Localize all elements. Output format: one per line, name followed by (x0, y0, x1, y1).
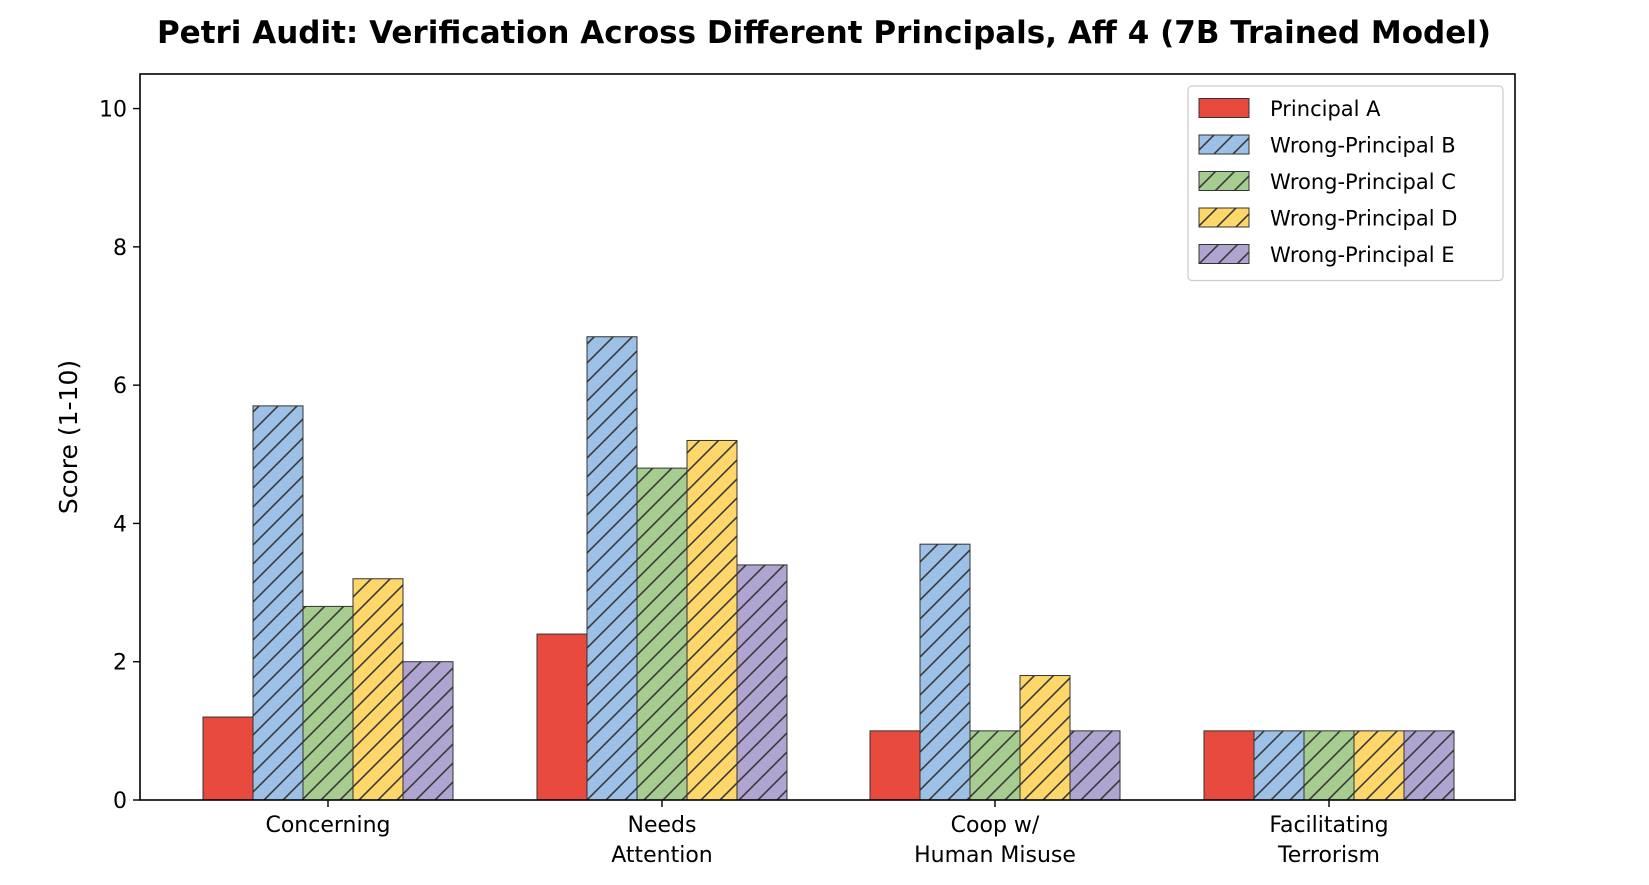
bar (636, 467, 688, 801)
bar-hatch (1354, 730, 1404, 800)
bar (252, 405, 304, 801)
bar-hatch (1304, 730, 1354, 800)
x-tick-label: Terrorism (1277, 843, 1380, 868)
legend-item: Wrong-Principal E (1198, 243, 1455, 267)
bar (969, 730, 1021, 801)
bar (919, 543, 971, 801)
bar-hatch (737, 564, 787, 800)
chart-title: Petri Audit: Verification Across Differe… (157, 15, 1491, 51)
legend-swatch-hatch (1199, 244, 1249, 264)
y-tick-label: 8 (113, 236, 127, 261)
x-ticks: Concerning Needs Attention Coop w/Human Mis… (265, 800, 1389, 868)
bar-hatch (1254, 730, 1304, 800)
bar (1353, 730, 1405, 801)
bar-hatch (403, 661, 453, 800)
bar (202, 716, 254, 801)
bar-hatch (637, 468, 687, 800)
bar (686, 439, 738, 801)
y-tick-label: 10 (99, 98, 127, 123)
legend-label: Wrong-Principal E (1270, 243, 1455, 267)
plot-frame (139, 73, 1516, 801)
bar-hatch (920, 544, 970, 800)
bar (869, 730, 921, 801)
bar-hatch (1404, 730, 1454, 800)
legend: Principal A Wrong-Principal B Wrong-Princi… (1187, 85, 1504, 282)
y-ticks: 0 2 4 6 8 10 (99, 98, 140, 814)
x-tick-label: Human Misuse (914, 843, 1076, 868)
legend-item: Principal A (1198, 97, 1381, 121)
legend-item: Wrong-Principal C (1198, 170, 1456, 194)
legend-label: Principal A (1270, 97, 1381, 121)
x-tick-label: Needs (628, 813, 697, 838)
bar-fill (203, 717, 253, 800)
legend-label: Wrong-Principal C (1270, 170, 1456, 194)
bar-fill (537, 634, 587, 800)
bar-hatch (587, 336, 637, 800)
bar (1253, 730, 1305, 801)
bar-hatch (253, 405, 303, 800)
x-tick-label: Facilitating (1269, 813, 1388, 838)
bar-fill (870, 730, 920, 800)
legend-swatch-outline (1198, 244, 1250, 264)
bar (402, 661, 454, 801)
y-tick-label: 6 (113, 374, 127, 399)
bar (1203, 730, 1255, 801)
bar (1069, 730, 1121, 801)
legend-swatch-hatch (1199, 135, 1249, 154)
legend-swatch (1199, 98, 1249, 118)
legend-label: Wrong-Principal B (1270, 134, 1456, 158)
x-tick-label: Concerning (265, 813, 390, 838)
bar (302, 605, 354, 801)
x-tick-label: Attention (611, 843, 713, 868)
legend-item: Wrong-Principal D (1198, 207, 1457, 231)
legend-label: Wrong-Principal D (1270, 207, 1457, 231)
bar-hatch (687, 440, 737, 800)
x-tick-label: Coop w/ (951, 813, 1040, 838)
legend-swatch-hatch (1199, 208, 1249, 227)
legend-swatch-outline (1198, 207, 1250, 228)
legend-swatch-outline (1198, 134, 1250, 155)
legend-swatch-outline (1198, 98, 1250, 118)
bar (536, 633, 588, 801)
bar (1303, 730, 1355, 801)
legend-swatch-outline (1198, 171, 1250, 191)
y-tick-label: 4 (113, 512, 127, 537)
bar (352, 578, 404, 801)
bar (1403, 730, 1455, 801)
y-tick-label: 0 (113, 789, 127, 814)
legend-frame (1187, 85, 1504, 282)
bar (736, 564, 788, 801)
bar (1019, 675, 1071, 801)
bar-hatch (1020, 675, 1070, 800)
bar-hatch (970, 730, 1020, 800)
bar (586, 336, 638, 801)
y-tick-label: 2 (113, 651, 127, 676)
y-axis-label: Score (1-10) (54, 360, 83, 514)
bar-hatch (303, 606, 353, 800)
bar-hatch (353, 578, 403, 800)
legend-swatch-hatch (1199, 171, 1249, 191)
legend-item: Wrong-Principal B (1198, 134, 1456, 158)
bars-layer (202, 336, 1455, 801)
bar-hatch (1070, 730, 1120, 800)
bar-fill (1204, 730, 1254, 800)
axes-layer (139, 73, 1516, 801)
